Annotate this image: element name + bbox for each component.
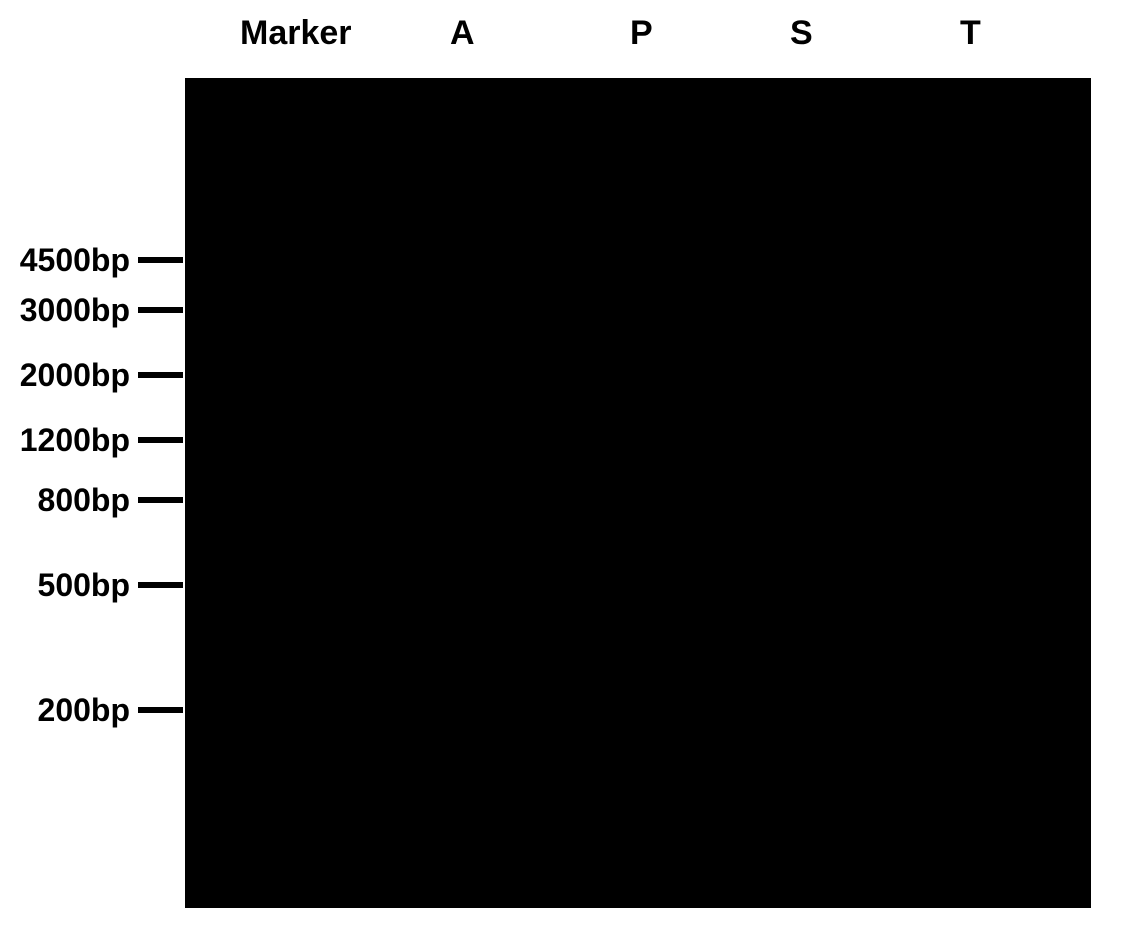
marker-row-3000bp: 3000bp	[0, 294, 185, 326]
marker-label: 2000bp	[0, 357, 130, 394]
marker-tick	[138, 582, 183, 588]
marker-label: 800bp	[0, 482, 130, 519]
marker-row-1200bp: 1200bp	[0, 424, 185, 456]
marker-tick	[138, 497, 183, 503]
marker-row-2000bp: 2000bp	[0, 359, 185, 391]
marker-row-4500bp: 4500bp	[0, 244, 185, 276]
marker-tick	[138, 437, 183, 443]
lane-label-s: S	[790, 14, 813, 53]
marker-tick	[138, 307, 183, 313]
marker-label: 500bp	[0, 567, 130, 604]
gel-image	[185, 78, 1091, 908]
figure-canvas: Marker A P S T 4500bp 3000bp 2000bp 1200…	[0, 0, 1124, 934]
marker-label: 200bp	[0, 692, 130, 729]
marker-tick	[138, 707, 183, 713]
marker-row-500bp: 500bp	[0, 569, 185, 601]
marker-tick	[138, 372, 183, 378]
lane-label-t: T	[960, 14, 981, 53]
marker-row-200bp: 200bp	[0, 694, 185, 726]
marker-label: 3000bp	[0, 292, 130, 329]
marker-row-800bp: 800bp	[0, 484, 185, 516]
marker-label: 1200bp	[0, 422, 130, 459]
marker-tick	[138, 257, 183, 263]
marker-label: 4500bp	[0, 242, 130, 279]
lane-label-p: P	[630, 14, 653, 53]
lane-label-marker: Marker	[240, 14, 352, 53]
lane-label-a: A	[450, 14, 475, 53]
